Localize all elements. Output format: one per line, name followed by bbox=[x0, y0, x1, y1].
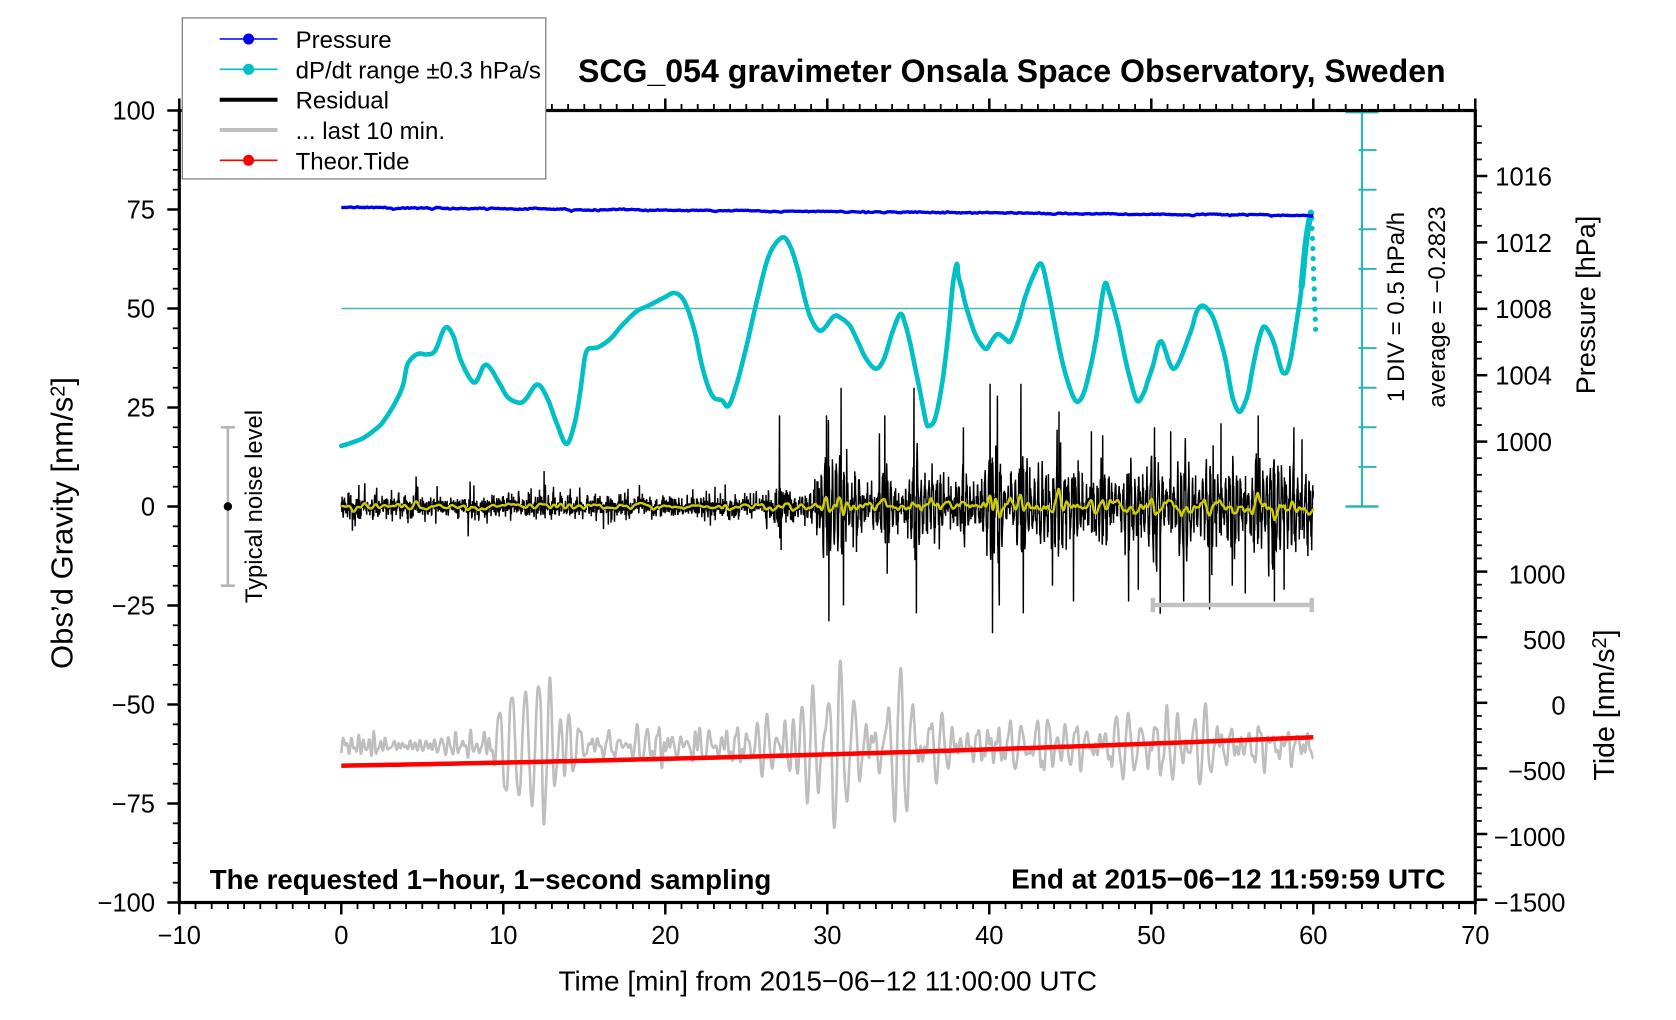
svg-text:100: 100 bbox=[112, 98, 155, 126]
svg-text:1016: 1016 bbox=[1495, 163, 1552, 191]
svg-text:500: 500 bbox=[1523, 627, 1566, 655]
svg-text:Obs’d Gravity [nm/s2]: Obs’d Gravity [nm/s2] bbox=[45, 377, 80, 669]
svg-text:1000: 1000 bbox=[1509, 561, 1566, 589]
svg-text:The requested 1−hour, 1−second: The requested 1−hour, 1−second sampling bbox=[210, 864, 772, 895]
svg-text:Pressure [hPa]: Pressure [hPa] bbox=[1571, 216, 1601, 395]
svg-text:1008: 1008 bbox=[1495, 296, 1552, 324]
svg-text:SCG_054 gravimeter Onsala Spac: SCG_054 gravimeter Onsala Space Observat… bbox=[578, 53, 1446, 89]
svg-text:40: 40 bbox=[975, 922, 1003, 950]
svg-text:20: 20 bbox=[651, 922, 679, 950]
svg-text:60: 60 bbox=[1299, 922, 1327, 950]
svg-text:1004: 1004 bbox=[1495, 363, 1552, 391]
svg-text:−1000: −1000 bbox=[1494, 824, 1566, 852]
svg-text:Typical noise level: Typical noise level bbox=[241, 410, 268, 603]
svg-text:50: 50 bbox=[1137, 922, 1165, 950]
svg-text:Tide [nm/s2]: Tide [nm/s2] bbox=[1589, 629, 1621, 780]
svg-text:Pressure: Pressure bbox=[296, 27, 392, 54]
svg-text:1 DIV = 0.5 hPa/h: 1 DIV = 0.5 hPa/h bbox=[1383, 212, 1410, 402]
svg-text:average = −0.2823: average = −0.2823 bbox=[1424, 206, 1451, 408]
svg-text:30: 30 bbox=[813, 922, 841, 950]
svg-text:−75: −75 bbox=[112, 791, 155, 819]
svg-text:End at 2015−06−12 11:59:59 UTC: End at 2015−06−12 11:59:59 UTC bbox=[1011, 864, 1445, 895]
svg-text:−50: −50 bbox=[112, 692, 155, 720]
svg-text:Time [min] from 2015−06−12 11:: Time [min] from 2015−06−12 11:00:00 UTC bbox=[558, 966, 1097, 997]
svg-text:−25: −25 bbox=[112, 593, 155, 621]
svg-text:75: 75 bbox=[127, 197, 155, 225]
svg-text:−1500: −1500 bbox=[1494, 890, 1566, 918]
svg-text:1000: 1000 bbox=[1495, 429, 1552, 457]
svg-text:0: 0 bbox=[334, 922, 348, 950]
svg-text:Theor.Tide: Theor.Tide bbox=[296, 148, 410, 175]
svg-text:0: 0 bbox=[141, 494, 155, 522]
svg-text:Residual: Residual bbox=[296, 88, 389, 115]
svg-text:dP/dt range ±0.3 hPa/s: dP/dt range ±0.3 hPa/s bbox=[296, 57, 541, 84]
svg-text:10: 10 bbox=[489, 922, 517, 950]
svg-text:0: 0 bbox=[1551, 693, 1565, 721]
svg-text:70: 70 bbox=[1461, 922, 1489, 950]
svg-text:50: 50 bbox=[127, 296, 155, 324]
svg-text:... last 10 min.: ... last 10 min. bbox=[296, 118, 445, 145]
svg-text:1012: 1012 bbox=[1495, 230, 1552, 258]
svg-text:−100: −100 bbox=[98, 890, 155, 918]
svg-text:−10: −10 bbox=[158, 922, 201, 950]
svg-text:−500: −500 bbox=[1508, 758, 1565, 786]
svg-text:25: 25 bbox=[127, 395, 155, 423]
